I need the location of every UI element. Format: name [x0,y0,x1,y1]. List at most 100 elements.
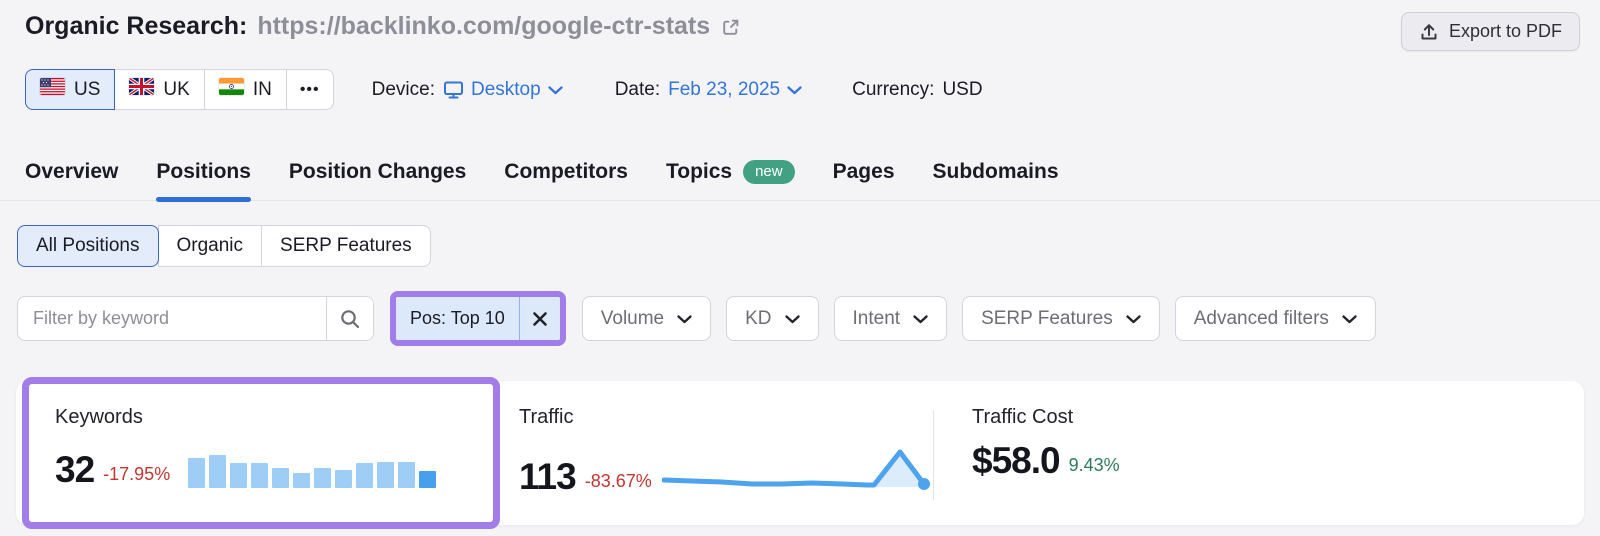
filter-row: Pos: Top 10 Volume KD Intent SERP Features A… [17,291,1600,346]
tab-label: Positions [156,160,251,183]
export-icon [1419,22,1439,42]
dropdown-label: SERP Features [981,307,1113,329]
segment-organic[interactable]: Organic [157,225,263,267]
dropdown-serp-features[interactable]: SERP Features [962,296,1160,341]
tab-label: Subdomains [932,160,1059,183]
date-control: Date: Feb 23, 2025 [615,79,802,101]
search-button[interactable] [326,297,373,340]
trend-bar [251,463,269,488]
keywords-label: Keywords [55,406,143,428]
date-dropdown[interactable]: Feb 23, 2025 [668,79,802,101]
dropdown-advanced-filters[interactable]: Advanced filters [1174,296,1376,341]
country-tab-us[interactable]: US [25,69,116,110]
chevron-down-icon [677,315,692,324]
dropdown-volume[interactable]: Volume [581,296,712,341]
tab-topics[interactable]: Topics new [666,160,795,200]
trend-bar [230,463,248,488]
dropdown-intent[interactable]: Intent [833,296,948,341]
tab-pages[interactable]: Pages [833,160,895,200]
pos-filter-highlight-annotation: Pos: Top 10 [390,291,566,346]
tab-label: Pages [832,160,895,183]
report-tabs: Overview Positions Position Changes Competi… [0,160,1600,202]
country-label: US [74,78,101,100]
keyword-filter [17,296,374,341]
analyzed-url: https://backlinko.com/google-ctr-stats [257,12,711,40]
active-filter-chip: Pos: Top 10 [396,297,560,340]
chevron-down-icon [1342,315,1357,324]
chevron-down-icon [548,86,563,95]
desktop-monitor-icon [443,80,464,100]
keywords-metric: Keywords 32 -17.95% [16,381,503,525]
date-value: Feb 23, 2025 [668,78,781,100]
chip-divider [518,297,520,340]
tab-overview[interactable]: Overview [25,160,118,200]
chevron-down-icon [1126,315,1141,324]
country-label: IN [252,78,272,100]
chevron-down-icon [784,315,800,324]
traffic-value: 113 [519,456,577,497]
country-label: UK [163,78,190,100]
position-type-filter: All Positions Organic SERP Features [17,225,1600,267]
page-title: Organic Research: https://backlinko.com/… [25,12,741,41]
device-value: Desktop [470,78,541,100]
dropdown-label: Intent [852,307,901,329]
dropdown-label: Advanced filters [1193,307,1329,329]
remove-filter-button[interactable] [520,297,560,340]
tab-label: Topics [665,160,733,183]
tab-positions[interactable]: Positions [156,160,251,202]
export-to-pdf-button[interactable]: Export to PDF [1400,12,1580,51]
tab-label: Overview [25,160,119,183]
more-options-icon: ••• [299,80,320,98]
traffic-cost-value: $58.0 [972,440,1061,481]
tab-subdomains[interactable]: Subdomains [933,160,1059,200]
currency-label: Currency: [852,78,935,100]
tab-label: Competitors [504,160,628,183]
device-dropdown[interactable]: Desktop [443,79,563,101]
currency-control: Currency: USD [852,79,982,101]
date-label: Date: [614,78,661,100]
traffic-cost-change: 9.43% [1068,455,1120,475]
country-tab-in[interactable]: IN [203,69,287,110]
tab-label: Position Changes [288,160,467,183]
trend-bar [377,462,395,488]
dropdown-kd[interactable]: KD [726,296,819,341]
search-icon [339,308,361,330]
new-badge: new [743,160,795,184]
segment-all-positions[interactable]: All Positions [17,225,159,267]
more-countries-button[interactable]: ••• [285,69,334,110]
segment-serp-features[interactable]: SERP Features [261,225,431,267]
uk-flag-icon [129,78,155,101]
report-name: Organic Research: [25,12,248,40]
trend-bar [188,458,206,488]
chevron-down-icon [787,86,802,95]
traffic-metric: Traffic 113 -83.67% [503,381,933,525]
keywords-trend-bar-chart[interactable] [188,442,437,488]
trend-bar [335,470,353,488]
keywords-value: 32 [55,449,95,490]
active-filter-chip-label: Pos: Top 10 [410,308,505,328]
trend-bar [419,471,437,488]
filter-dropdowns: Volume KD Intent SERP Features Advanced filt… [581,296,1376,341]
trend-bar [314,468,332,488]
tab-competitors[interactable]: Competitors [504,160,628,200]
traffic-label: Traffic [519,406,574,428]
keyword-filter-input[interactable] [18,297,326,340]
country-tab-uk[interactable]: UK [114,69,205,110]
external-link-icon[interactable] [720,17,741,38]
device-control: Device: Desktop [372,79,563,101]
traffic-trend-sparkline[interactable] [661,442,934,501]
traffic-change: -83.67% [584,471,652,491]
us-flag-icon [40,78,65,101]
traffic-cost-metric: Traffic Cost $58.0 9.43% [934,381,1120,525]
trend-bar [209,455,227,488]
traffic-cost-label: Traffic Cost [972,406,1074,428]
header: Organic Research: https://backlinko.com/… [0,0,1600,51]
dropdown-label: Volume [600,307,665,329]
tab-position-changes[interactable]: Position Changes [289,160,466,200]
in-flag-icon [218,78,244,101]
trend-bar [293,473,311,488]
trend-bar [398,462,416,488]
metrics-divider [933,410,934,500]
trend-bar [356,463,374,488]
export-label: Export to PDF [1448,21,1562,41]
